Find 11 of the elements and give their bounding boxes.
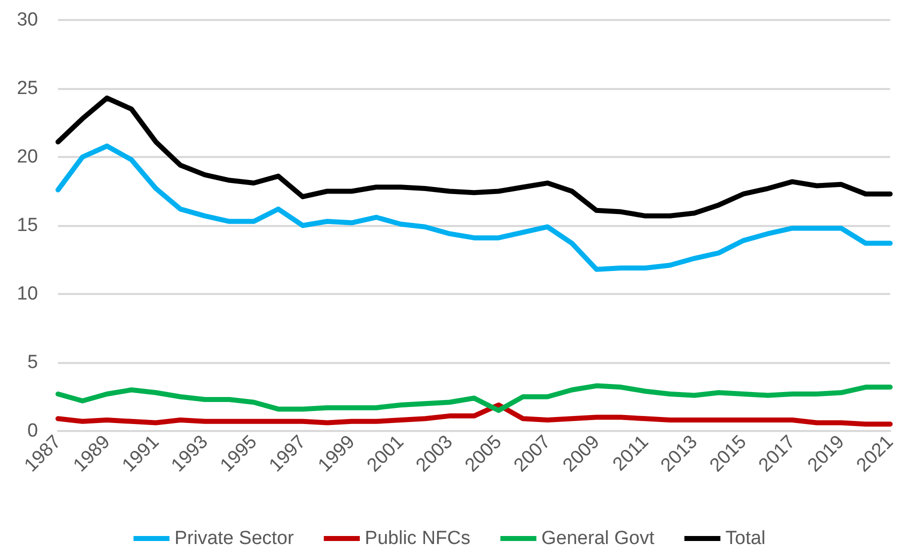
- legend-label: Private Sector: [174, 528, 294, 549]
- y-tick-label: 0: [27, 420, 38, 442]
- legend-label: Public NFCs: [364, 528, 470, 549]
- legend-label: General Govt: [541, 528, 656, 549]
- y-tick-label: 15: [16, 215, 38, 236]
- y-tick-label: 5: [27, 352, 38, 373]
- y-tick-label: 30: [16, 10, 38, 30]
- legend-label: Total: [725, 528, 766, 549]
- y-tick-label: 20: [16, 146, 38, 168]
- y-tick-label: 10: [16, 284, 38, 304]
- y-tick-label: 25: [16, 78, 38, 99]
